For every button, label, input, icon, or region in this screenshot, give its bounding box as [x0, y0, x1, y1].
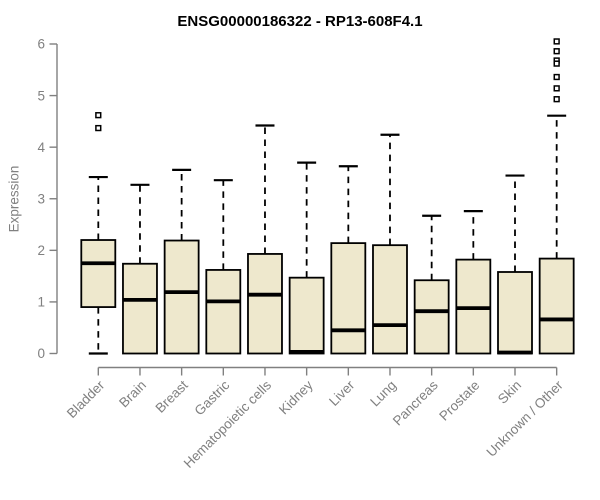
y-tick-label-2: 2: [37, 243, 45, 258]
outlier-point-unknown-other: [553, 73, 560, 81]
box-skin: [497, 271, 533, 355]
box-lung: [372, 244, 408, 355]
x-tick-label-liver: Liver: [326, 377, 358, 409]
x-tick-label-breast: Breast: [153, 377, 191, 415]
chart-title: ENSG00000186322 - RP13-608F4.1: [177, 13, 423, 30]
y-tick-label-6: 6: [37, 37, 45, 52]
outlier-point-unknown-other: [553, 96, 560, 103]
y-tick-label-4: 4: [37, 140, 45, 155]
y-tick-label-0: 0: [37, 346, 45, 361]
box-breast: [163, 239, 200, 355]
y-tick-label-5: 5: [37, 88, 45, 103]
x-tick-label-brain: Brain: [116, 378, 149, 411]
box-liver: [330, 242, 367, 355]
box-pancreas: [413, 279, 450, 355]
x-tick-label-unknown-other: Unknown / Other: [484, 377, 567, 460]
x-tick-label-skin: Skin: [495, 378, 524, 407]
box-kidney: [288, 276, 325, 355]
y-tick-label-1: 1: [37, 295, 45, 310]
box-gastric: [205, 269, 242, 355]
x-tick-label-lung: Lung: [367, 378, 399, 410]
outlier-point-unknown-other: [553, 38, 560, 45]
box-hematopoietic-cells: [247, 253, 283, 355]
outlier-point-bladder: [95, 112, 102, 119]
x-tick-label-bladder: Bladder: [64, 377, 108, 421]
box-brain: [122, 262, 158, 355]
x-tick-label-kidney: Kidney: [276, 377, 316, 417]
x-tick-label-gastric: Gastric: [192, 377, 233, 418]
box-bladder: [80, 239, 117, 308]
outlier-point-unknown-other: [553, 60, 560, 67]
outlier-point-bladder: [95, 124, 102, 132]
x-tick-label-prostate: Prostate: [436, 378, 482, 424]
y-tick-label-3: 3: [37, 191, 45, 206]
box-unknown-other: [538, 257, 575, 355]
outlier-point-unknown-other: [553, 48, 560, 55]
outlier-point-unknown-other: [553, 85, 560, 92]
x-tick-label-pancreas: Pancreas: [390, 377, 441, 428]
